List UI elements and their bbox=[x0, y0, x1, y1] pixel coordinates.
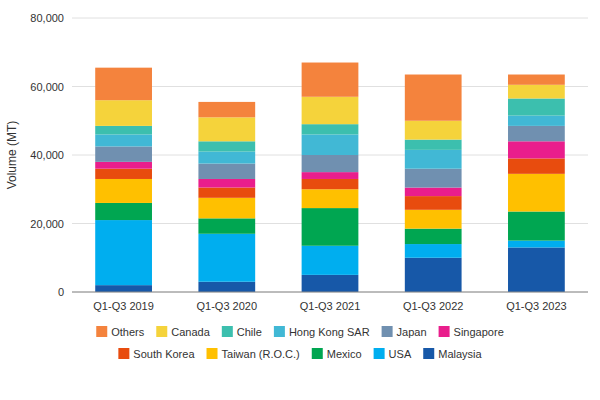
bars bbox=[95, 63, 565, 292]
bar-segment bbox=[508, 241, 565, 248]
bar-segment bbox=[302, 172, 359, 179]
bar-segment bbox=[405, 210, 462, 229]
legend-swatch bbox=[439, 326, 450, 337]
bar-segment bbox=[405, 121, 462, 140]
bar-segment bbox=[405, 169, 462, 188]
legend-swatch bbox=[423, 348, 434, 359]
bar-segment bbox=[302, 275, 359, 292]
x-tick-label: Q1-Q3 2022 bbox=[403, 300, 464, 312]
legend-label: Others bbox=[111, 326, 145, 338]
legend-swatch bbox=[374, 348, 385, 359]
bar-segment bbox=[95, 100, 152, 126]
bar-segment bbox=[508, 174, 565, 212]
bar-segment bbox=[302, 97, 359, 124]
bar-segment bbox=[405, 140, 462, 150]
bar-segment bbox=[198, 282, 255, 292]
bar-segment bbox=[302, 179, 359, 189]
bar-segment bbox=[302, 63, 359, 97]
bar-segment bbox=[405, 150, 462, 169]
x-tick-label: Q1-Q3 2023 bbox=[506, 300, 567, 312]
bar-segment bbox=[198, 188, 255, 198]
chart: 0 20,000 40,000 60,000 80,000 Volume (MT) Q1-Q… bbox=[0, 0, 600, 400]
legend-label: Malaysia bbox=[438, 348, 482, 360]
bar-segment bbox=[405, 258, 462, 292]
legend-label: Mexico bbox=[327, 348, 362, 360]
grid-line bbox=[72, 292, 588, 293]
bar-segment bbox=[95, 126, 152, 135]
bar-segment bbox=[508, 212, 565, 241]
bar-segment bbox=[95, 146, 152, 161]
bar-segment bbox=[198, 141, 255, 151]
x-axis: Q1-Q3 2019 Q1-Q3 2020 Q1-Q3 2021 Q1-Q3 2022… bbox=[72, 292, 588, 312]
legend-label: Hong Kong SAR bbox=[289, 326, 370, 338]
bar-segment bbox=[302, 134, 359, 155]
bar-segment bbox=[95, 162, 152, 169]
bar-segment bbox=[302, 155, 359, 172]
bar-segment bbox=[302, 246, 359, 275]
bar-segment bbox=[405, 196, 462, 210]
legend-label: Chile bbox=[237, 326, 262, 338]
bar-segment bbox=[508, 247, 565, 292]
legend-swatch bbox=[156, 326, 167, 337]
bar-segment bbox=[508, 98, 565, 115]
bar-segment bbox=[95, 203, 152, 220]
y-tick-label: 40,000 bbox=[30, 149, 64, 161]
bar-segment bbox=[95, 68, 152, 101]
legend-swatch bbox=[312, 348, 323, 359]
bar-segment bbox=[508, 85, 565, 99]
legend-swatch bbox=[274, 326, 285, 337]
legend-swatch bbox=[118, 348, 129, 359]
bar-segment bbox=[508, 141, 565, 158]
bar-segment bbox=[405, 188, 462, 197]
bar-segment bbox=[405, 75, 462, 121]
bar-segment bbox=[508, 126, 565, 141]
legend-label: Taiwan (R.O.C.) bbox=[222, 348, 300, 360]
bar-segment bbox=[508, 158, 565, 173]
legend: Others Canada Chile Hong Kong SAR Japan Singa… bbox=[96, 326, 504, 360]
y-tick-label: 20,000 bbox=[30, 218, 64, 230]
y-tick-label: 80,000 bbox=[30, 12, 64, 24]
bar-segment bbox=[95, 220, 152, 285]
legend-swatch bbox=[222, 326, 233, 337]
bar-segment bbox=[302, 124, 359, 134]
y-axis-label: Volume (MT) bbox=[5, 121, 19, 190]
bar-segment bbox=[198, 179, 255, 188]
bar-segment bbox=[405, 244, 462, 258]
bar-segment bbox=[198, 117, 255, 141]
bar-segment bbox=[95, 285, 152, 292]
bar-segment bbox=[302, 208, 359, 246]
bar-segment bbox=[95, 179, 152, 203]
legend-swatch bbox=[207, 348, 218, 359]
bar-segment bbox=[198, 234, 255, 282]
bar-segment bbox=[198, 198, 255, 219]
legend-swatch bbox=[96, 326, 107, 337]
bar-segment bbox=[198, 164, 255, 179]
legend-label: Japan bbox=[397, 326, 427, 338]
bar-segment bbox=[198, 152, 255, 164]
legend-swatch bbox=[382, 326, 393, 337]
bar-segment bbox=[302, 189, 359, 208]
bar-segment bbox=[95, 169, 152, 179]
legend-label: USA bbox=[389, 348, 412, 360]
bar-segment bbox=[405, 229, 462, 244]
x-tick-label: Q1-Q3 2021 bbox=[300, 300, 361, 312]
grid-line bbox=[72, 18, 588, 19]
bar-segment bbox=[95, 134, 152, 146]
x-tick-label: Q1-Q3 2020 bbox=[197, 300, 258, 312]
legend-label: Canada bbox=[171, 326, 210, 338]
y-tick-label: 60,000 bbox=[30, 81, 64, 93]
legend-label: South Korea bbox=[133, 348, 195, 360]
y-axis: 0 20,000 40,000 60,000 80,000 bbox=[30, 12, 588, 298]
x-axis-line bbox=[72, 292, 588, 293]
x-tick-label: Q1-Q3 2019 bbox=[93, 300, 154, 312]
bar-segment bbox=[198, 218, 255, 233]
legend-label: Singapore bbox=[454, 326, 504, 338]
bar-segment bbox=[508, 75, 565, 85]
y-tick-label: 0 bbox=[58, 286, 64, 298]
bar-segment bbox=[198, 102, 255, 117]
bar-segment bbox=[508, 116, 565, 126]
